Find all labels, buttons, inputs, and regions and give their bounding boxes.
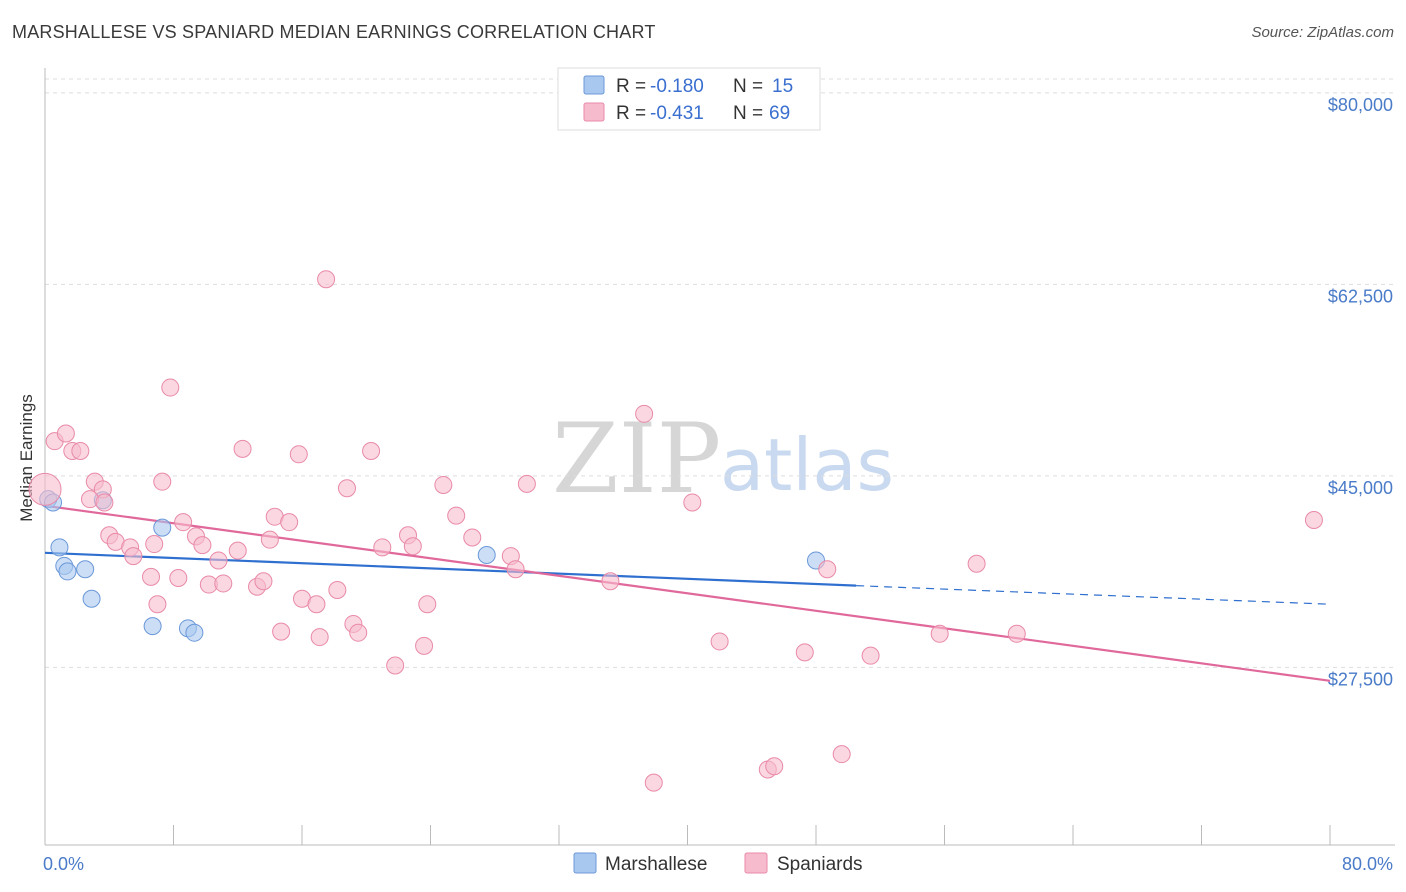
point-spaniards xyxy=(434,475,453,494)
x-tick-label-min: 0.0% xyxy=(43,854,84,874)
legend-r-value-2: -0.431 xyxy=(650,103,704,124)
y-tick-labels: $27,500 $45,000 $62,500 $80,000 xyxy=(1328,95,1393,690)
series-swatch-marshallese xyxy=(573,852,597,874)
series-swatch-spaniards xyxy=(744,852,768,874)
y-tick-label: $62,500 xyxy=(1328,286,1393,306)
point-spaniards xyxy=(214,574,233,593)
point-spaniards xyxy=(818,560,837,579)
y-tick-label: $45,000 xyxy=(1328,478,1393,498)
point-spaniards xyxy=(228,541,247,560)
series-legend: Marshallese Spaniards xyxy=(573,852,863,875)
point-spaniards xyxy=(193,536,212,555)
point-spaniards xyxy=(362,442,381,461)
point-spaniards xyxy=(148,595,167,614)
point-spaniards xyxy=(418,595,437,614)
point-spaniards xyxy=(142,567,161,586)
point-spaniards xyxy=(71,442,90,461)
point-spaniards xyxy=(795,643,814,662)
trend-line-marshallese xyxy=(44,551,857,587)
point-spaniards xyxy=(145,535,164,554)
legend-r-label-2: R = xyxy=(616,103,646,124)
point-marshallese xyxy=(82,589,101,608)
point-spaniards xyxy=(317,270,336,289)
point-spaniards xyxy=(832,745,851,764)
point-spaniards xyxy=(254,572,273,591)
point-marshallese xyxy=(153,518,172,537)
chart-title: MARSHALLESE VS SPANIARD MEDIAN EARNINGS … xyxy=(12,22,656,42)
point-spaniards xyxy=(337,479,356,498)
x-tick-label-max: 80.0% xyxy=(1342,854,1393,874)
point-spaniards xyxy=(280,513,299,532)
point-spaniards xyxy=(1007,624,1026,643)
point-spaniards xyxy=(463,528,482,547)
series-label-marshallese: Marshallese xyxy=(605,854,707,875)
x-tick-labels: 0.0% 80.0% xyxy=(43,854,1393,874)
legend-n-value-2: 69 xyxy=(769,103,790,124)
point-spaniards xyxy=(209,551,228,570)
point-spaniards xyxy=(307,595,326,614)
point-marshallese xyxy=(58,562,77,581)
point-spaniards xyxy=(710,632,729,651)
point-spaniards xyxy=(386,656,405,675)
point-spaniards xyxy=(349,623,368,642)
point-spaniards xyxy=(506,560,525,579)
point-spaniards xyxy=(233,439,252,458)
point-spaniards xyxy=(930,624,949,643)
point-marshallese xyxy=(50,538,69,557)
point-spaniards xyxy=(28,472,62,506)
point-spaniards xyxy=(169,568,188,587)
point-spaniards xyxy=(644,773,663,792)
trend-line-spaniards xyxy=(44,504,1331,682)
point-spaniards xyxy=(1304,510,1323,529)
y-tick-label: $27,500 xyxy=(1328,669,1393,689)
chart-source: Source: ZipAtlas.com xyxy=(1251,24,1394,41)
point-spaniards xyxy=(601,572,620,591)
point-spaniards xyxy=(447,506,466,525)
point-marshallese xyxy=(143,617,162,636)
legend-swatch-marshallese xyxy=(583,75,605,95)
watermark-atlas: atlas xyxy=(720,423,894,507)
point-spaniards xyxy=(635,404,654,423)
point-spaniards xyxy=(967,554,986,573)
point-spaniards xyxy=(415,636,434,655)
point-spaniards xyxy=(153,472,172,491)
point-marshallese xyxy=(185,623,204,642)
point-spaniards xyxy=(683,493,702,512)
point-spaniards xyxy=(95,493,114,512)
legend-n-label-1: N = xyxy=(733,76,763,97)
point-marshallese xyxy=(477,545,496,564)
point-spaniards xyxy=(765,757,784,776)
legend-swatch-spaniards xyxy=(583,102,605,122)
point-spaniards xyxy=(310,628,329,647)
trend-line-marshallese-extension xyxy=(856,585,1331,605)
point-spaniards xyxy=(124,547,143,566)
point-spaniards xyxy=(174,513,193,532)
point-spaniards xyxy=(403,537,422,556)
y-tick-label: $80,000 xyxy=(1328,95,1393,115)
series-label-spaniards: Spaniards xyxy=(777,854,863,875)
point-spaniards xyxy=(272,622,291,641)
point-spaniards xyxy=(517,474,536,493)
point-spaniards xyxy=(328,581,347,600)
point-spaniards xyxy=(861,646,880,665)
point-spaniards xyxy=(161,378,180,397)
point-spaniards xyxy=(56,424,75,443)
legend-n-label-2: N = xyxy=(733,103,763,124)
trend-lines xyxy=(44,504,1331,682)
point-spaniards xyxy=(373,538,392,557)
axes xyxy=(44,68,1395,846)
point-spaniards xyxy=(289,445,308,464)
legend-r-value-1: -0.180 xyxy=(650,76,704,97)
point-marshallese xyxy=(76,560,95,579)
stats-legend: R = -0.180 N = 15 R = -0.431 N = 69 xyxy=(557,67,821,131)
y-axis-label: Median Earnings xyxy=(17,394,36,522)
point-spaniards xyxy=(260,530,279,549)
data-points xyxy=(28,270,1323,792)
watermark: ZIP atlas xyxy=(552,403,894,515)
legend-r-label-1: R = xyxy=(616,76,646,97)
legend-n-value-1: 15 xyxy=(772,76,793,97)
